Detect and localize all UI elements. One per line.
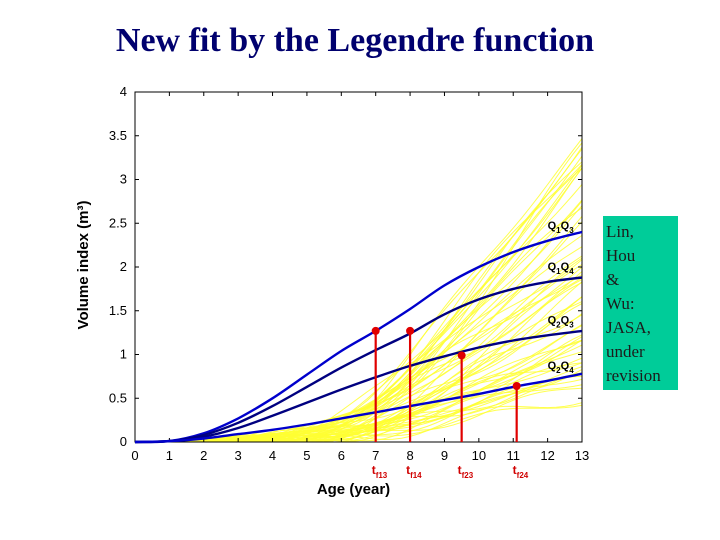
y-tick-label: 3.5 <box>109 128 127 143</box>
series-label-q: Q <box>561 360 570 372</box>
x-tick-label: 10 <box>472 448 486 463</box>
series-label-q: Q <box>561 314 570 326</box>
x-tick-label: 1 <box>166 448 173 463</box>
citation-note: Lin, Hou & Wu: JASA, under revision <box>603 216 678 390</box>
background-curve <box>134 167 583 443</box>
series-label-sub: 4 <box>569 267 574 276</box>
background-curve <box>135 164 583 443</box>
marker-label: tf23 <box>458 463 474 480</box>
markers: tf13 tf14 tf23 tf24 <box>371 326 529 480</box>
y-tick-label: 2.5 <box>109 215 127 230</box>
y-tick-label: 1 <box>120 347 127 362</box>
series-label-sub: 1 <box>556 226 561 235</box>
x-tick-label: 13 <box>575 448 589 463</box>
x-tick-label: 12 <box>540 448 554 463</box>
x-tick-label: 5 <box>303 448 310 463</box>
background-curve <box>135 167 583 443</box>
x-tick-label: 4 <box>269 448 276 463</box>
series-label-q: Q <box>548 314 557 326</box>
marker-label-main: t <box>513 463 517 477</box>
series-line-q1q3 <box>134 230 583 444</box>
marker-label-sub: f23 <box>462 471 474 480</box>
background-curve <box>134 155 583 443</box>
marker-label-main: t <box>372 463 376 477</box>
marker-label: tf14 <box>406 463 422 480</box>
marker-point <box>371 326 380 335</box>
x-tick-label: 9 <box>441 448 448 463</box>
series-label-sub: 3 <box>569 226 574 235</box>
y-tick-label: 0 <box>120 434 127 449</box>
background-curve <box>135 138 583 443</box>
background-curves <box>134 138 583 443</box>
marker-label: tf24 <box>513 463 529 480</box>
y-tick-label: 1.5 <box>109 303 127 318</box>
note-line: under <box>606 342 645 361</box>
x-tick-label: 6 <box>338 448 345 463</box>
x-axis-label: Age (year) <box>317 481 390 498</box>
x-tick-label: 3 <box>235 448 242 463</box>
series-label-sub: 4 <box>569 366 574 375</box>
series-label-sub: 2 <box>556 366 561 375</box>
note-line: Wu: <box>606 294 635 313</box>
series-label-sub: 2 <box>556 320 561 329</box>
x-tick-label: 8 <box>406 448 413 463</box>
x-tick-label: 0 <box>131 448 138 463</box>
y-tick-label: 3 <box>120 172 127 187</box>
background-curve <box>134 164 583 443</box>
series-label: Q2Q3 <box>548 314 575 329</box>
y-tick-label: 2 <box>120 259 127 274</box>
y-axis-label: Volume index (m³) <box>75 201 92 330</box>
series-label-q: Q <box>548 220 557 232</box>
marker-label-sub: f24 <box>517 471 529 480</box>
series-line-q1q4 <box>134 276 583 444</box>
note-line: Lin, <box>606 222 634 241</box>
x-tick-label: 2 <box>200 448 207 463</box>
series-label: Q2Q4 <box>548 360 575 375</box>
note-line: & <box>606 270 620 289</box>
marker-label-sub: f13 <box>376 471 388 480</box>
y-tick-label: 0.5 <box>109 390 127 405</box>
marker-point <box>512 382 521 390</box>
marker-label-sub: f14 <box>410 471 422 480</box>
marker-point <box>406 326 415 335</box>
series-line-q2q3 <box>134 329 583 444</box>
marker-label: tf13 <box>372 463 388 480</box>
marker-label-main: t <box>458 463 462 477</box>
series-label-q: Q <box>561 261 570 273</box>
series-label-sub: 1 <box>556 267 561 276</box>
page-title: New fit by the Legendre function <box>115 22 595 59</box>
marker-point <box>457 351 466 360</box>
note-line: Hou <box>606 246 636 265</box>
note-line: JASA, <box>606 318 651 337</box>
series-label-q: Q <box>561 220 570 232</box>
x-tick-label: 11 <box>506 448 520 463</box>
note-line: revision <box>606 366 661 385</box>
x-tick-label: 7 <box>372 448 379 463</box>
background-curve <box>135 303 583 443</box>
marker-label-main: t <box>406 463 410 477</box>
series-label: Q1Q4 <box>548 261 575 276</box>
series-label-q: Q <box>548 360 557 372</box>
series-label-q: Q <box>548 261 557 273</box>
y-tick-label: 4 <box>120 84 127 99</box>
series-label: Q1Q3 <box>548 220 575 235</box>
series-label-sub: 3 <box>569 320 574 329</box>
background-curve <box>135 167 583 443</box>
series-line-q2q4 <box>134 372 583 444</box>
